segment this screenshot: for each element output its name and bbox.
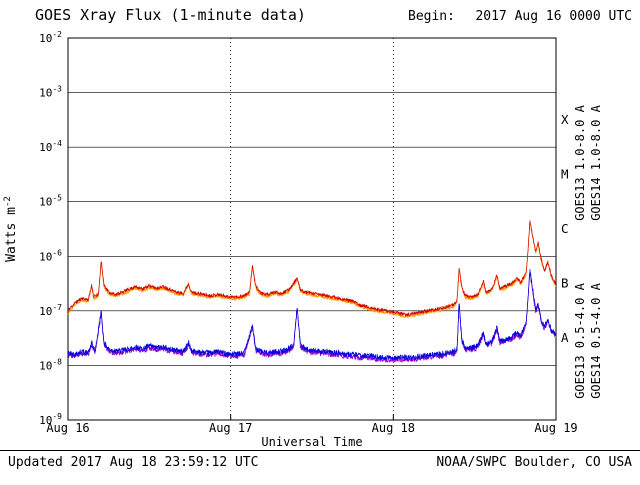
- begin-value: 2017 Aug 16 0000 UTC: [475, 9, 632, 24]
- flare-class-label-C: C: [561, 221, 569, 236]
- y-tick-label: 10-7: [39, 303, 62, 318]
- chart-title: GOES Xray Flux (1-minute data): [35, 6, 306, 24]
- legend-goes13_long: GOES13 1.0-8.0 A: [573, 104, 587, 220]
- x-tick-label: Aug 18: [372, 421, 415, 435]
- flare-class-label-B: B: [561, 276, 569, 291]
- x-axis-title: Universal Time: [261, 435, 362, 449]
- plot-border: [67, 37, 557, 421]
- series-goes13_short: [68, 269, 556, 362]
- legend-goes14_long: GOES14 1.0-8.0 A: [589, 104, 603, 220]
- y-tick-label: 10-9: [39, 412, 62, 427]
- x-tick-label: Aug 17: [209, 421, 252, 435]
- flare-class-label-A: A: [561, 330, 569, 345]
- y-tick-label: 10-6: [39, 248, 62, 263]
- x-tick-label: Aug 16: [46, 421, 89, 435]
- flare-class-label-M: M: [561, 166, 569, 181]
- series-goes14_long: [68, 221, 556, 319]
- legend-goes14_short: GOES14 0.5-4.0 A: [589, 282, 603, 398]
- series-goes13_long: [68, 220, 556, 317]
- y-tick-label: 10-2: [39, 30, 62, 45]
- y-tick-label: 10-3: [39, 85, 62, 100]
- updated-timestamp: Updated 2017 Aug 18 23:59:12 UTC: [8, 455, 258, 470]
- y-tick-label: 10-5: [39, 194, 62, 209]
- data-source: NOAA/SWPC Boulder, CO USA: [436, 455, 632, 470]
- plot-area: Aug 16 Aug 17 Aug 18 Aug 19 10-2 10-3 10-4 10-5…: [3, 30, 603, 449]
- flare-class-label-X: X: [561, 112, 569, 127]
- y-axis-title: Watts m-2: [3, 196, 19, 262]
- x-tick-label: Aug 19: [534, 421, 577, 435]
- y-tick-label: 10-4: [39, 139, 62, 154]
- series-layer: [68, 220, 556, 364]
- begin-label: Begin:: [408, 9, 455, 24]
- legend-goes13_short: GOES13 0.5-4.0 A: [573, 282, 587, 398]
- y-tick-label: 10-8: [39, 357, 62, 372]
- series-goes14_short: [68, 272, 556, 364]
